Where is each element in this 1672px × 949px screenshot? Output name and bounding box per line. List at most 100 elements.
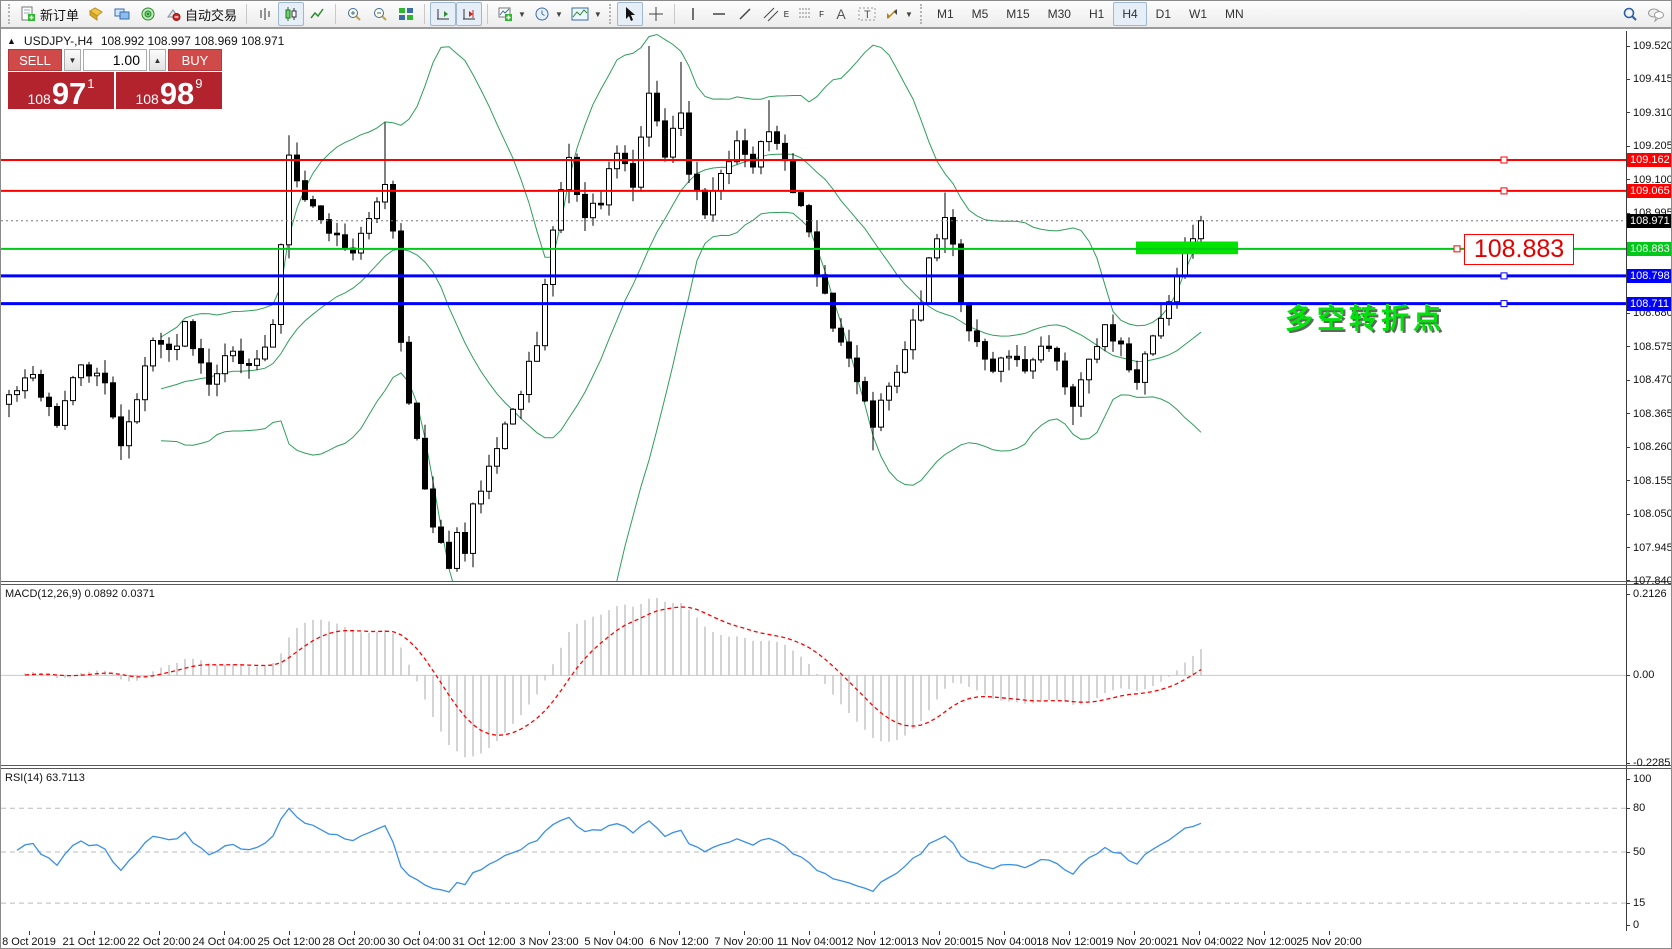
- autotrade-button[interactable]: 自动交易: [161, 2, 241, 26]
- candle-body: [206, 362, 212, 385]
- toolbar-grip[interactable]: [8, 4, 13, 24]
- candle-body: [382, 184, 388, 203]
- candle-body: [950, 217, 956, 245]
- candle-body: [798, 192, 804, 207]
- label-anchor-handle[interactable]: [1453, 245, 1461, 253]
- tile-windows-button[interactable]: [393, 2, 419, 26]
- vertical-line-button[interactable]: [680, 2, 706, 26]
- timeframe-M15[interactable]: M15: [1006, 7, 1030, 21]
- time-tick-label: 21 Oct 12:00: [62, 936, 126, 948]
- crosshair-button[interactable]: [643, 2, 669, 26]
- dropdown-arrow-icon: ▼: [554, 9, 563, 19]
- autotrade-label: 自动交易: [185, 7, 238, 23]
- candle-body: [1086, 358, 1092, 381]
- new-chart-icon: [497, 6, 513, 22]
- trendline-button[interactable]: [732, 2, 758, 26]
- candle-body: [886, 385, 892, 401]
- sell-button[interactable]: SELL: [8, 49, 62, 71]
- zoom-in-button[interactable]: [341, 2, 367, 26]
- template-dropdown-button[interactable]: ▼: [567, 2, 606, 26]
- candle-body: [726, 161, 732, 174]
- candlestick-button[interactable]: [278, 2, 305, 26]
- timeframe-D1[interactable]: D1: [1155, 7, 1172, 21]
- profiles-button[interactable]: [83, 2, 109, 26]
- line-handle[interactable]: [1500, 156, 1508, 164]
- timeframe-W1[interactable]: W1: [1189, 7, 1208, 21]
- candle-body: [366, 218, 372, 234]
- line-chart-icon: [309, 6, 325, 22]
- collapse-arrow-icon[interactable]: ▲: [7, 36, 16, 46]
- pane-separator[interactable]: [1, 765, 1671, 766]
- chat-button[interactable]: [1643, 2, 1669, 26]
- new-chart-button[interactable]: ▼: [493, 2, 530, 26]
- trend-note-text[interactable]: 多空转折点: [1285, 303, 1446, 334]
- text-label-button[interactable]: T: [854, 2, 880, 26]
- toolbar-grip[interactable]: [919, 4, 925, 24]
- toolbar-grip[interactable]: [608, 4, 614, 24]
- horizontal-line-button[interactable]: [706, 2, 732, 26]
- line-handle[interactable]: [1500, 272, 1508, 280]
- volume-decrease-button[interactable]: ▼: [64, 49, 81, 71]
- cursor-icon: [623, 6, 637, 22]
- line-handle[interactable]: [1500, 187, 1508, 195]
- autoscroll-button[interactable]: [456, 2, 483, 26]
- candle-body: [134, 399, 140, 423]
- volume-input[interactable]: [83, 49, 147, 71]
- time-axis[interactable]: 8 Oct 2019 21 Oct 12:00 22 Oct 20:00 24 Oct…: [1, 931, 1671, 948]
- zoom-out-button[interactable]: [367, 2, 393, 26]
- new-order-button[interactable]: 新订单: [16, 2, 83, 26]
- candle-body: [646, 92, 652, 138]
- candle-body: [662, 120, 668, 158]
- candle-body: [86, 364, 92, 377]
- line-handle[interactable]: [1500, 300, 1508, 308]
- pane-separator[interactable]: [1, 581, 1671, 582]
- candle-body: [1022, 359, 1028, 372]
- zone-price-label[interactable]: 108.883: [1464, 234, 1574, 265]
- rsi-tick: 50: [1633, 846, 1646, 858]
- line-chart-button[interactable]: [304, 2, 330, 26]
- market-watch-button[interactable]: [109, 2, 135, 26]
- timeframe-H1[interactable]: H1: [1088, 7, 1105, 21]
- bar-chart-button[interactable]: [252, 2, 278, 26]
- timeframe-M5[interactable]: M5: [971, 7, 989, 21]
- timeframe-H4[interactable]: H4: [1113, 2, 1147, 26]
- price-tick: 109.205: [1633, 140, 1672, 152]
- rsi-indicator-label: RSI(14) 63.7113: [5, 772, 85, 784]
- price-tick: 108.575: [1633, 341, 1672, 353]
- pane-separator[interactable]: [1, 584, 1671, 585]
- price-chart[interactable]: [1, 31, 1626, 581]
- candle-body: [438, 526, 444, 543]
- search-button[interactable]: [1617, 2, 1643, 26]
- equidistant-channel-button[interactable]: E: [758, 2, 793, 26]
- time-tick-mark: [874, 931, 875, 935]
- buy-price[interactable]: 108 98 9: [116, 72, 222, 109]
- rsi-tick-mark: [1626, 852, 1630, 853]
- fibonacci-button[interactable]: F: [793, 2, 828, 26]
- time-tick-mark: [354, 931, 355, 935]
- candle-body: [622, 152, 628, 165]
- pane-separator[interactable]: [1, 768, 1671, 769]
- shift-chart-button[interactable]: [430, 2, 457, 26]
- time-tick-mark: [1069, 931, 1070, 935]
- text-button[interactable]: A: [828, 2, 854, 26]
- buy-button[interactable]: BUY: [168, 49, 222, 71]
- timeframe-MN[interactable]: MN: [1225, 7, 1244, 21]
- period-dropdown-button[interactable]: ▼: [530, 2, 567, 26]
- arrows-dropdown-button[interactable]: ▼: [880, 2, 917, 26]
- price-tick-mark: [1626, 46, 1630, 47]
- sell-price[interactable]: 108 97 1: [8, 72, 114, 109]
- rsi-chart[interactable]: [1, 769, 1626, 930]
- candle-body: [990, 358, 996, 372]
- pivot-zone-rect[interactable]: [1136, 241, 1238, 255]
- cursor-button[interactable]: [616, 2, 643, 26]
- dropdown-arrow-icon: ▼: [593, 9, 602, 19]
- timeframe-M30[interactable]: M30: [1047, 7, 1071, 21]
- navigator-button[interactable]: [135, 2, 161, 26]
- timeframe-M1[interactable]: M1: [936, 7, 954, 21]
- candle-body: [1070, 386, 1076, 407]
- candle-body: [390, 184, 396, 232]
- market-watch-icon: [114, 6, 130, 22]
- candle-body: [502, 423, 508, 450]
- macd-chart[interactable]: [1, 585, 1626, 765]
- volume-increase-button[interactable]: ▲: [149, 49, 166, 71]
